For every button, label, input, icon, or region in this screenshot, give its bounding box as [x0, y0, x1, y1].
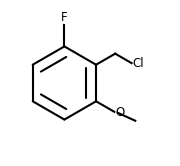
- Text: F: F: [61, 11, 68, 24]
- Text: Cl: Cl: [132, 57, 144, 70]
- Text: O: O: [115, 106, 124, 119]
